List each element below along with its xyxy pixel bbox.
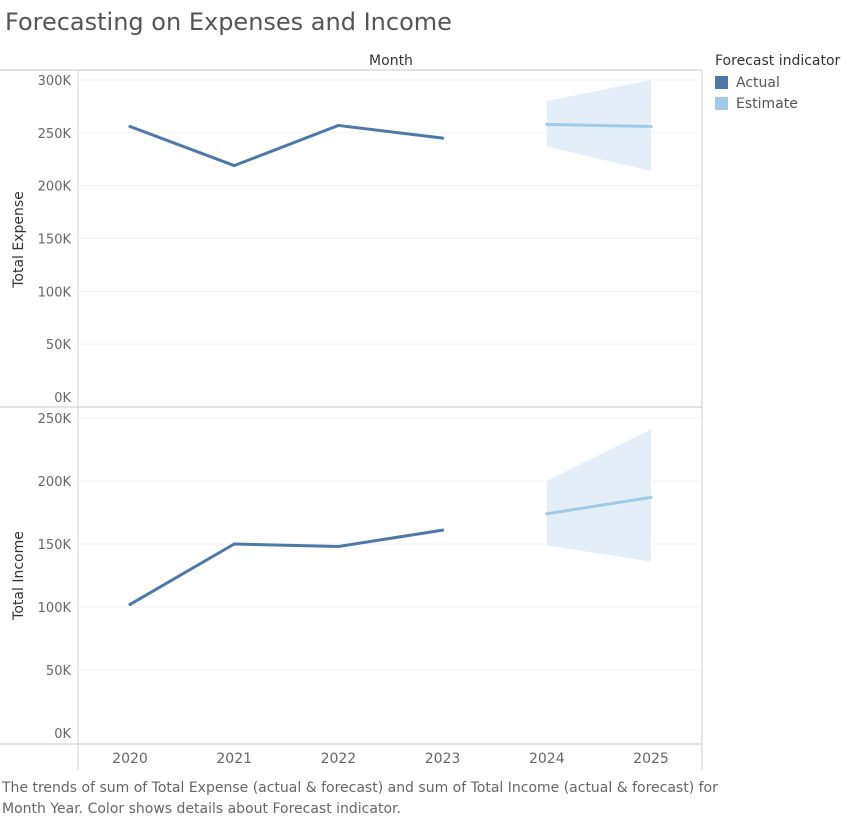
x-tick-label: 2021 bbox=[216, 751, 252, 767]
x-tick-label: 2023 bbox=[425, 751, 461, 767]
y-tick-label: 200K bbox=[38, 180, 72, 195]
legend-label-estimate: Estimate bbox=[736, 95, 798, 112]
data-point-actual bbox=[232, 164, 236, 168]
data-point-estimate bbox=[649, 495, 653, 499]
y-tick-label: 200K bbox=[38, 475, 72, 490]
series-line-estimate bbox=[545, 495, 653, 516]
series-line-actual bbox=[128, 123, 445, 168]
x-tick-label: 2022 bbox=[321, 751, 357, 767]
series-line-estimate bbox=[545, 122, 653, 128]
data-point-actual bbox=[232, 542, 236, 546]
y-tick-label: 250K bbox=[38, 127, 72, 142]
legend-label-actual: Actual bbox=[736, 74, 780, 91]
legend-swatch-estimate bbox=[715, 97, 728, 110]
y-tick-label: 300K bbox=[38, 74, 72, 89]
chart-title: Forecasting on Expenses and Income bbox=[5, 8, 452, 36]
x-tick-label: 2024 bbox=[529, 751, 565, 767]
y-axis-title: Total Income bbox=[11, 531, 27, 621]
legend-item-estimate[interactable]: Estimate bbox=[715, 93, 840, 114]
y-tick-label: 150K bbox=[38, 233, 72, 248]
chart-caption: The trends of sum of Total Expense (actu… bbox=[2, 780, 718, 817]
legend-swatch-actual bbox=[715, 76, 728, 89]
y-tick-label: 50K bbox=[46, 338, 72, 353]
data-point-actual bbox=[128, 124, 132, 128]
x-axis-title: Month bbox=[369, 53, 413, 69]
data-point-actual bbox=[336, 123, 340, 127]
legend-item-actual[interactable]: Actual bbox=[715, 72, 840, 93]
y-tick-label: 100K bbox=[38, 601, 72, 616]
x-tick-label: 2020 bbox=[112, 751, 148, 767]
data-point-actual bbox=[336, 545, 340, 549]
x-tick-label: 2025 bbox=[633, 751, 669, 767]
data-point-actual bbox=[441, 136, 445, 140]
y-axis-title: Total Expense bbox=[11, 191, 27, 289]
y-tick-label: 150K bbox=[38, 538, 72, 553]
y-tick-label: 0K bbox=[54, 727, 71, 742]
y-tick-label: 0K bbox=[54, 391, 71, 406]
data-point-actual bbox=[441, 528, 445, 532]
data-point-estimate bbox=[545, 122, 549, 126]
panel-expense: 0K 50K 100K 150K 200K 250K 300K Total Expense bbox=[0, 74, 702, 408]
data-point-actual bbox=[128, 602, 132, 606]
y-tick-label: 250K bbox=[38, 412, 72, 427]
forecast-band bbox=[546, 429, 651, 562]
legend: Forecast indicator Actual Estimate bbox=[715, 53, 840, 114]
data-point-estimate bbox=[649, 124, 653, 128]
panel-income: 0K 50K 100K 150K 200K 250K Total Income bbox=[0, 412, 702, 745]
y-tick-label: 100K bbox=[38, 285, 72, 300]
series-line-actual bbox=[128, 528, 445, 606]
chart-canvas: Month 0K 50K 100K 150K 200K 250K 300K Total Expe… bbox=[0, 53, 703, 770]
data-point-estimate bbox=[545, 512, 549, 516]
legend-title: Forecast indicator bbox=[715, 53, 841, 69]
y-tick-label: 50K bbox=[46, 664, 72, 679]
